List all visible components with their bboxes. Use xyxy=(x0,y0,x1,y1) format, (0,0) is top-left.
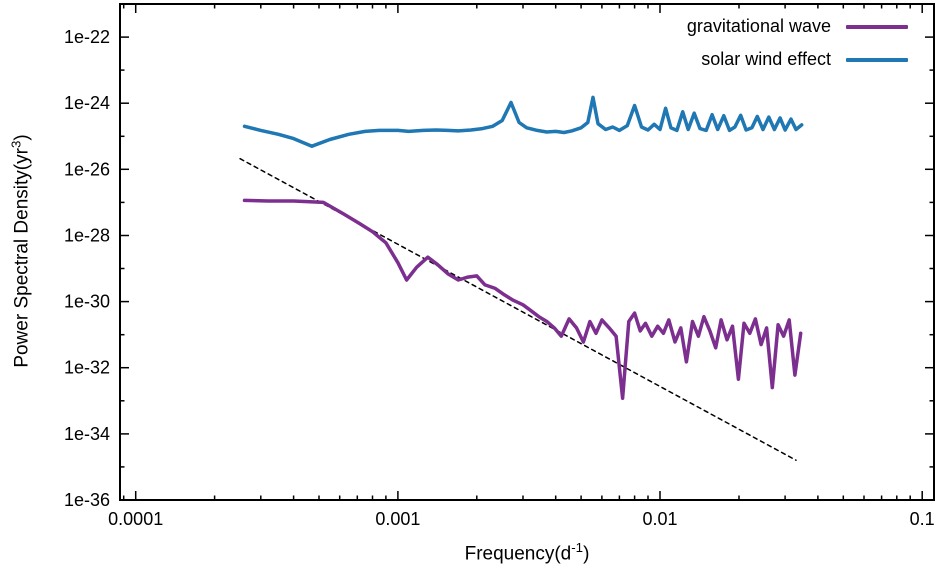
x-axis-title-sup: -1 xyxy=(571,540,584,555)
y-axis-title: Power Spectral Density(yr3) xyxy=(8,134,33,367)
legend-label: gravitational wave xyxy=(686,16,831,36)
y-tick-label: 1e-34 xyxy=(64,424,110,444)
y-tick-label: 1e-26 xyxy=(64,159,110,179)
x-tick-label: 0.0001 xyxy=(108,509,163,529)
legend-line-sample xyxy=(846,24,908,29)
legend-label: solar wind effect xyxy=(701,49,831,69)
y-tick-label: 1e-36 xyxy=(64,490,110,510)
x-tick-label: 0.001 xyxy=(375,509,420,529)
y-tick-label: 1e-30 xyxy=(64,292,110,312)
series-solar-wind-effect xyxy=(242,95,804,148)
x-tick-label: 0.01 xyxy=(642,509,677,529)
y-axis-title-sup: 3 xyxy=(8,140,24,149)
x-tick-label: 0.1 xyxy=(910,509,935,529)
legend: gravitational wave solar wind effect xyxy=(687,16,908,70)
legend-line-sample xyxy=(846,57,908,62)
legend-item-solar-wind-effect: solar wind effect xyxy=(701,49,908,70)
y-tick-label: 1e-22 xyxy=(64,27,110,47)
y-axis-title-close: ) xyxy=(11,134,33,141)
y-tick-label: 1e-28 xyxy=(64,226,110,246)
y-axis-title-text: Power Spectral Density(yr xyxy=(11,148,33,368)
y-tick-label: 1e-24 xyxy=(64,93,110,113)
legend-item-gravitational-wave: gravitational wave xyxy=(687,16,908,37)
y-tick-label: 1e-32 xyxy=(64,358,110,378)
x-axis-title-close: ) xyxy=(583,543,590,565)
plot-border xyxy=(119,3,935,501)
series-gravitational-wave xyxy=(242,198,803,400)
x-axis-title: Frequency(d-1) xyxy=(465,540,590,565)
x-axis-title-text: Frequency(d xyxy=(464,543,572,565)
